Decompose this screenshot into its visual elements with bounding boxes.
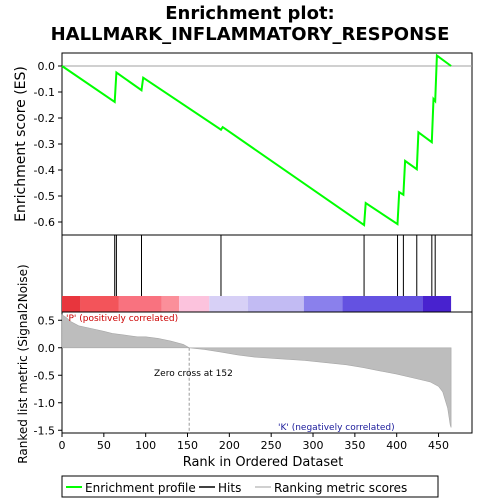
color-bar-segment — [247, 296, 304, 312]
metric-area — [61, 314, 452, 428]
x-tick-label: 300 — [303, 439, 324, 452]
metric-y-tick-label: 0.5 — [38, 314, 56, 327]
es-y-tick-label: -0.2 — [34, 112, 55, 125]
legend-frame — [61, 475, 439, 498]
x-tick-label: 350 — [344, 439, 365, 452]
es-curve — [61, 53, 452, 227]
es-y-axis-label: Enrichment score (ES) — [13, 66, 29, 222]
zero-cross-label: Zero cross at 152 — [154, 369, 233, 379]
color-bar-segment — [422, 296, 452, 312]
x-tick-label: 200 — [219, 439, 240, 452]
hit-lines — [114, 235, 436, 296]
metric-y-tick-label: -1.0 — [34, 397, 55, 410]
ranking-color-bar — [62, 296, 452, 312]
es-y-tick-label: -0.1 — [34, 86, 55, 99]
x-tick-label: 400 — [386, 439, 407, 452]
es-y-tick-label: -0.3 — [34, 138, 55, 151]
x-tick-label: 100 — [135, 439, 156, 452]
x-tick-label: 450 — [428, 439, 449, 452]
legend: Enrichment profile Hits Ranking metric s… — [61, 475, 439, 498]
metric-y-tick-label: -0.5 — [34, 369, 55, 382]
color-bar-segment — [179, 296, 210, 312]
positive-correlation-label: 'P' (positively correlated) — [66, 314, 178, 324]
chart-title-line1: Enrichment plot: — [165, 3, 335, 24]
color-bar-segment — [303, 296, 343, 312]
es-plot-frame — [61, 52, 473, 236]
negative-correlation-label: 'K' (negatively correlated) — [278, 423, 395, 433]
es-y-tick-label: 0.0 — [38, 60, 56, 73]
color-bar-segment — [62, 296, 81, 312]
metric-panel: 0.5 0.0 -0.5 -1.0 -1.5 Ranked list metric (S… — [16, 264, 473, 464]
metric-y-tick-label: -1.5 — [34, 424, 55, 437]
hits-panel — [61, 234, 473, 313]
metric-y-ticks: 0.5 0.0 -0.5 -1.0 -1.5 — [34, 314, 62, 437]
es-panel: 0.0 -0.1 -0.2 -0.3 -0.4 -0.5 -0.6 Enrichment s… — [13, 52, 473, 236]
color-bar-segment — [209, 296, 248, 312]
color-bar-segment — [80, 296, 119, 312]
metric-y-axis-label: Ranked list metric (Signal2Noise) — [16, 264, 30, 463]
legend-hits-label: Hits — [218, 481, 241, 495]
color-bar-segment — [342, 296, 423, 312]
chart-title-line2: HALLMARK_INFLAMMATORY_RESPONSE — [51, 24, 450, 45]
metric-y-tick-label: 0.0 — [38, 342, 56, 355]
color-bar-segment — [118, 296, 162, 312]
x-tick-label: 50 — [97, 439, 111, 452]
color-bar-segment — [161, 296, 180, 312]
es-y-ticks: 0.0 -0.1 -0.2 -0.3 -0.4 -0.5 -0.6 — [34, 60, 62, 229]
es-y-tick-label: -0.6 — [34, 216, 55, 229]
legend-es-label: Enrichment profile — [85, 481, 196, 495]
es-y-tick-label: -0.5 — [34, 190, 55, 203]
x-tick-label: 250 — [261, 439, 282, 452]
es-y-tick-label: -0.4 — [34, 164, 55, 177]
x-axis: 0 50 100 150 200 250 300 350 400 450 — [59, 433, 449, 452]
x-axis-label: Rank in Ordered Dataset — [183, 455, 344, 470]
x-tick-label: 150 — [177, 439, 198, 452]
x-tick-label: 0 — [59, 439, 66, 452]
legend-metric-label: Ranking metric scores — [274, 481, 407, 495]
